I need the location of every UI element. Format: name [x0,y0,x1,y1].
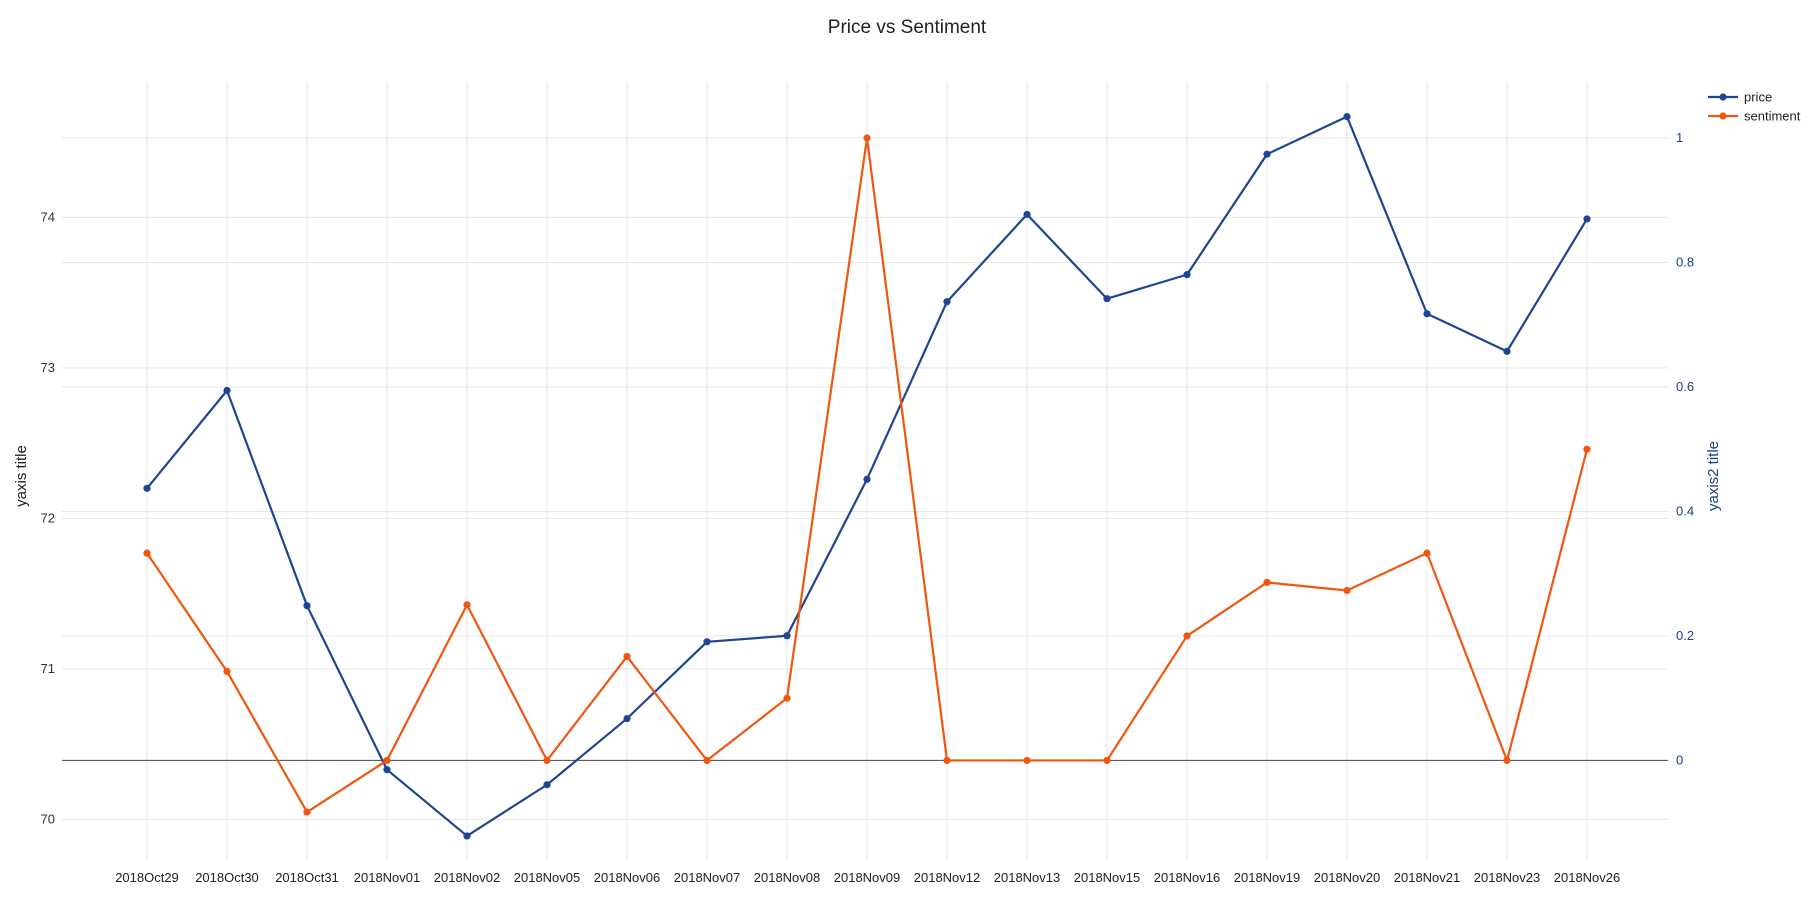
data-point-sentiment[interactable] [1583,445,1591,453]
data-point-price[interactable] [223,386,231,395]
x-tick-label: 2018Nov09 [834,870,901,885]
data-point-price[interactable] [1103,295,1111,303]
legend-label: price [1744,90,1772,105]
data-point-price[interactable] [1423,310,1431,318]
x-tick-label: 2018Nov15 [1074,870,1141,885]
x-tick-label: 2018Nov13 [994,870,1061,885]
data-point-sentiment[interactable] [143,549,151,557]
y2-tick-label: 0.8 [1676,254,1694,269]
data-point-sentiment[interactable] [703,756,711,765]
data-point-price[interactable] [703,638,711,646]
data-point-price[interactable] [463,832,471,840]
data-point-sentiment[interactable] [943,756,951,765]
data-point-sentiment[interactable] [863,134,871,142]
legend-label: sentiment [1744,109,1801,124]
x-tick-label: 2018Nov02 [434,870,501,885]
y-tick-label: 74 [41,209,55,224]
x-tick-label: 2018Nov12 [914,870,981,885]
data-point-price[interactable] [1023,210,1031,219]
y-tick-label: 70 [41,811,55,826]
data-point-sentiment[interactable] [1503,756,1511,765]
legend-marker [1719,93,1727,101]
x-tick-label: 2018Nov07 [674,870,741,885]
x-tick-label: 2018Oct29 [115,870,179,885]
data-point-price[interactable] [863,475,871,483]
chart-title: Price vs Sentiment [828,17,987,38]
data-point-price[interactable] [543,781,551,789]
x-tick-label: 2018Nov26 [1554,870,1621,885]
y-axis-title: yaxis title [13,445,30,507]
data-point-price[interactable] [1183,271,1191,279]
data-point-price[interactable] [943,298,951,306]
data-point-price[interactable] [1263,150,1271,158]
x-tick-label: 2018Nov08 [754,870,821,885]
x-tick-label: 2018Nov23 [1474,870,1541,885]
legend-marker [1719,112,1727,120]
y2-tick-label: 0.2 [1676,628,1694,643]
x-tick-label: 2018Nov21 [1394,870,1461,885]
data-point-price[interactable] [1583,215,1591,223]
data-point-sentiment[interactable] [463,601,471,609]
data-point-sentiment[interactable] [1103,756,1111,765]
data-point-sentiment[interactable] [543,756,551,765]
data-point-sentiment[interactable] [223,667,231,676]
y2-tick-label: 0.4 [1676,503,1694,518]
y2-tick-label: 1 [1676,130,1683,145]
legend-item-sentiment[interactable]: sentiment [1708,109,1801,124]
data-point-sentiment[interactable] [1183,632,1191,640]
data-point-price[interactable] [143,484,151,492]
x-tick-label: 2018Nov16 [1154,870,1221,885]
data-point-price[interactable] [303,602,311,610]
data-point-price[interactable] [783,632,791,640]
data-point-sentiment[interactable] [383,756,391,765]
y2-tick-label: 0.6 [1676,379,1694,394]
x-tick-label: 2018Oct31 [275,870,339,885]
data-point-price[interactable] [623,714,631,723]
y-tick-label: 71 [41,661,55,676]
data-point-sentiment[interactable] [1423,549,1431,557]
data-point-price[interactable] [383,766,391,774]
data-point-price[interactable] [1503,347,1511,355]
data-point-sentiment[interactable] [1343,586,1351,595]
y-tick-label: 73 [41,360,55,375]
x-tick-label: 2018Oct30 [195,870,259,885]
data-point-price[interactable] [1343,113,1351,121]
x-tick-label: 2018Nov01 [354,870,421,885]
y-tick-label: 72 [41,510,55,525]
y2-axis-title: yaxis2 title [1705,441,1722,511]
legend-item-price[interactable]: price [1708,90,1772,105]
x-tick-label: 2018Nov20 [1314,870,1381,885]
axis-layer: 2018Oct29 2018Oct30 2018Oct31 2018Nov01 2018… [41,130,1695,885]
data-point-sentiment[interactable] [1263,578,1271,587]
legend: price sentiment [1708,90,1801,124]
data-point-sentiment[interactable] [783,694,791,702]
data-point-sentiment[interactable] [1023,756,1031,765]
series-layer [143,113,1591,840]
data-point-sentiment[interactable] [303,808,311,816]
grid-layer [62,82,1668,860]
y2-tick-label: 0 [1676,752,1683,767]
data-point-sentiment[interactable] [623,652,631,661]
x-tick-label: 2018Nov06 [594,870,661,885]
x-tick-label: 2018Nov05 [514,870,581,885]
x-tick-label: 2018Nov19 [1234,870,1301,885]
